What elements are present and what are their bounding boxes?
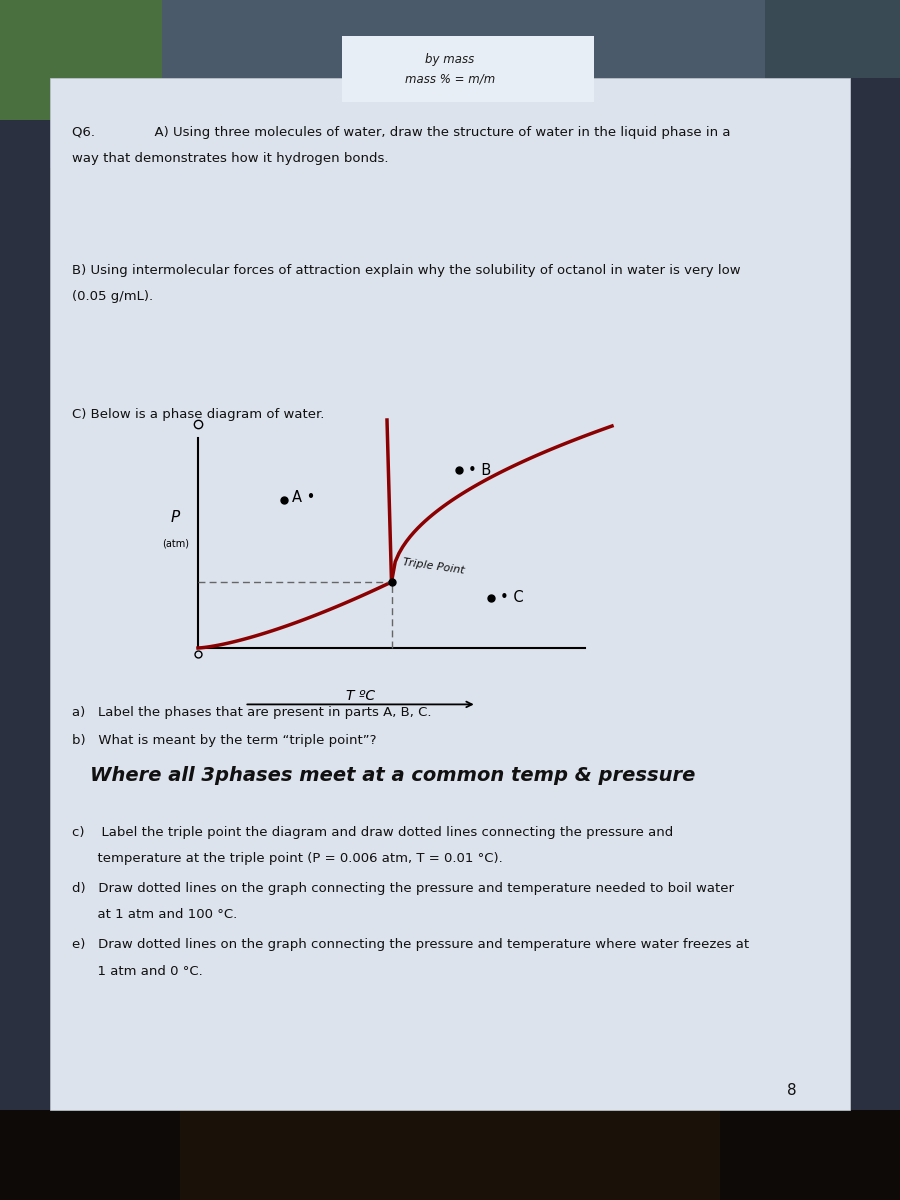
Text: way that demonstrates how it hydrogen bonds.: way that demonstrates how it hydrogen bo…: [72, 152, 389, 166]
Bar: [0, 78, 50, 1110]
Bar: [0, 1110, 900, 1200]
Text: 8: 8: [788, 1082, 796, 1098]
Text: (atm): (atm): [162, 538, 189, 548]
Bar: [850, 78, 900, 1110]
Text: A •: A •: [292, 491, 316, 505]
Text: P: P: [171, 510, 180, 526]
Text: mass % = m/m: mass % = m/m: [405, 72, 495, 85]
Text: Triple Point: Triple Point: [402, 558, 465, 576]
Text: 1 atm and 0 °C.: 1 atm and 0 °C.: [72, 965, 203, 978]
Text: a)   Label the phases that are present in parts A, B, C.: a) Label the phases that are present in …: [72, 706, 431, 719]
Text: Q6.              A) Using three molecules of water, draw the structure of water : Q6. A) Using three molecules of water, d…: [72, 126, 731, 139]
Bar: [180, 1110, 720, 1200]
Bar: [0, 0, 162, 120]
Text: at 1 atm and 100 °C.: at 1 atm and 100 °C.: [72, 908, 238, 922]
Bar: [0, 0, 900, 96]
Text: (0.05 g/mL).: (0.05 g/mL).: [72, 290, 153, 304]
Bar: [50, 78, 850, 1110]
Text: c)    Label the triple point the diagram and draw dotted lines connecting the pr: c) Label the triple point the diagram an…: [72, 826, 673, 839]
Text: b)   What is meant by the term “triple point”?: b) What is meant by the term “triple poi…: [72, 734, 376, 748]
Text: C) Below is a phase diagram of water.: C) Below is a phase diagram of water.: [72, 408, 324, 421]
Text: d)   Draw dotted lines on the graph connecting the pressure and temperature need: d) Draw dotted lines on the graph connec…: [72, 882, 734, 895]
Text: T ºC: T ºC: [346, 689, 375, 703]
Text: • B: • B: [468, 463, 491, 478]
Text: B) Using intermolecular forces of attraction explain why the solubility of octan: B) Using intermolecular forces of attrac…: [72, 264, 741, 277]
Text: temperature at the triple point (P = 0.006 atm, T = 0.01 °C).: temperature at the triple point (P = 0.0…: [72, 852, 503, 865]
Text: e)   Draw dotted lines on the graph connecting the pressure and temperature wher: e) Draw dotted lines on the graph connec…: [72, 938, 749, 952]
Bar: [342, 36, 594, 102]
Bar: [0, 0, 108, 168]
Text: • C: • C: [500, 590, 523, 605]
Text: Where all 3phases meet at a common temp & pressure: Where all 3phases meet at a common temp …: [90, 766, 696, 785]
Bar: [765, 0, 900, 168]
Text: by mass: by mass: [426, 53, 474, 66]
